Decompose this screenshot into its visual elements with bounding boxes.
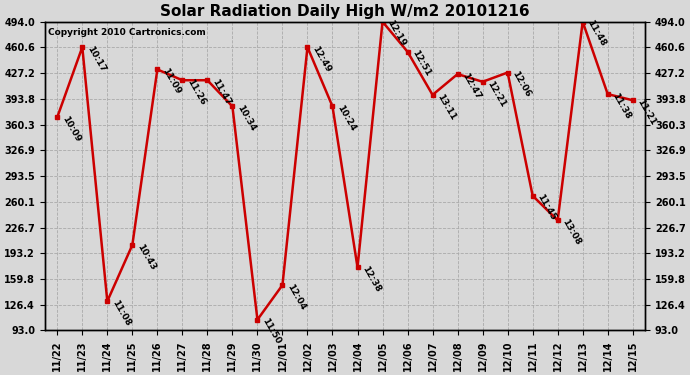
- Text: 12:47: 12:47: [460, 71, 482, 101]
- Text: 11:21: 11:21: [635, 98, 658, 127]
- Text: 11:48: 11:48: [585, 19, 608, 48]
- Text: 11:47: 11:47: [210, 78, 233, 107]
- Text: 12:04: 12:04: [285, 282, 307, 312]
- Text: 12:21: 12:21: [485, 79, 507, 108]
- Text: 12:51: 12:51: [411, 49, 433, 78]
- Text: Copyright 2010 Cartronics.com: Copyright 2010 Cartronics.com: [48, 28, 206, 37]
- Text: 10:17: 10:17: [85, 44, 107, 74]
- Text: 10:09: 10:09: [60, 114, 82, 144]
- Title: Solar Radiation Daily High W/m2 20101216: Solar Radiation Daily High W/m2 20101216: [160, 4, 530, 19]
- Text: 10:34: 10:34: [235, 104, 257, 133]
- Text: 13:11: 13:11: [435, 92, 457, 122]
- Text: 10:43: 10:43: [135, 242, 157, 272]
- Text: 11:45: 11:45: [535, 193, 558, 222]
- Text: 11:08: 11:08: [110, 298, 132, 328]
- Text: 11:26: 11:26: [185, 78, 207, 107]
- Text: 13:08: 13:08: [560, 217, 582, 247]
- Text: 11:38: 11:38: [611, 92, 633, 121]
- Text: 12:49: 12:49: [310, 44, 333, 74]
- Text: 12:06: 12:06: [511, 70, 533, 99]
- Text: 12:19: 12:19: [385, 19, 408, 48]
- Text: 12:38: 12:38: [360, 265, 382, 294]
- Text: 11:09: 11:09: [160, 67, 182, 96]
- Text: 10:24: 10:24: [335, 104, 357, 133]
- Text: 11:50: 11:50: [260, 317, 282, 346]
